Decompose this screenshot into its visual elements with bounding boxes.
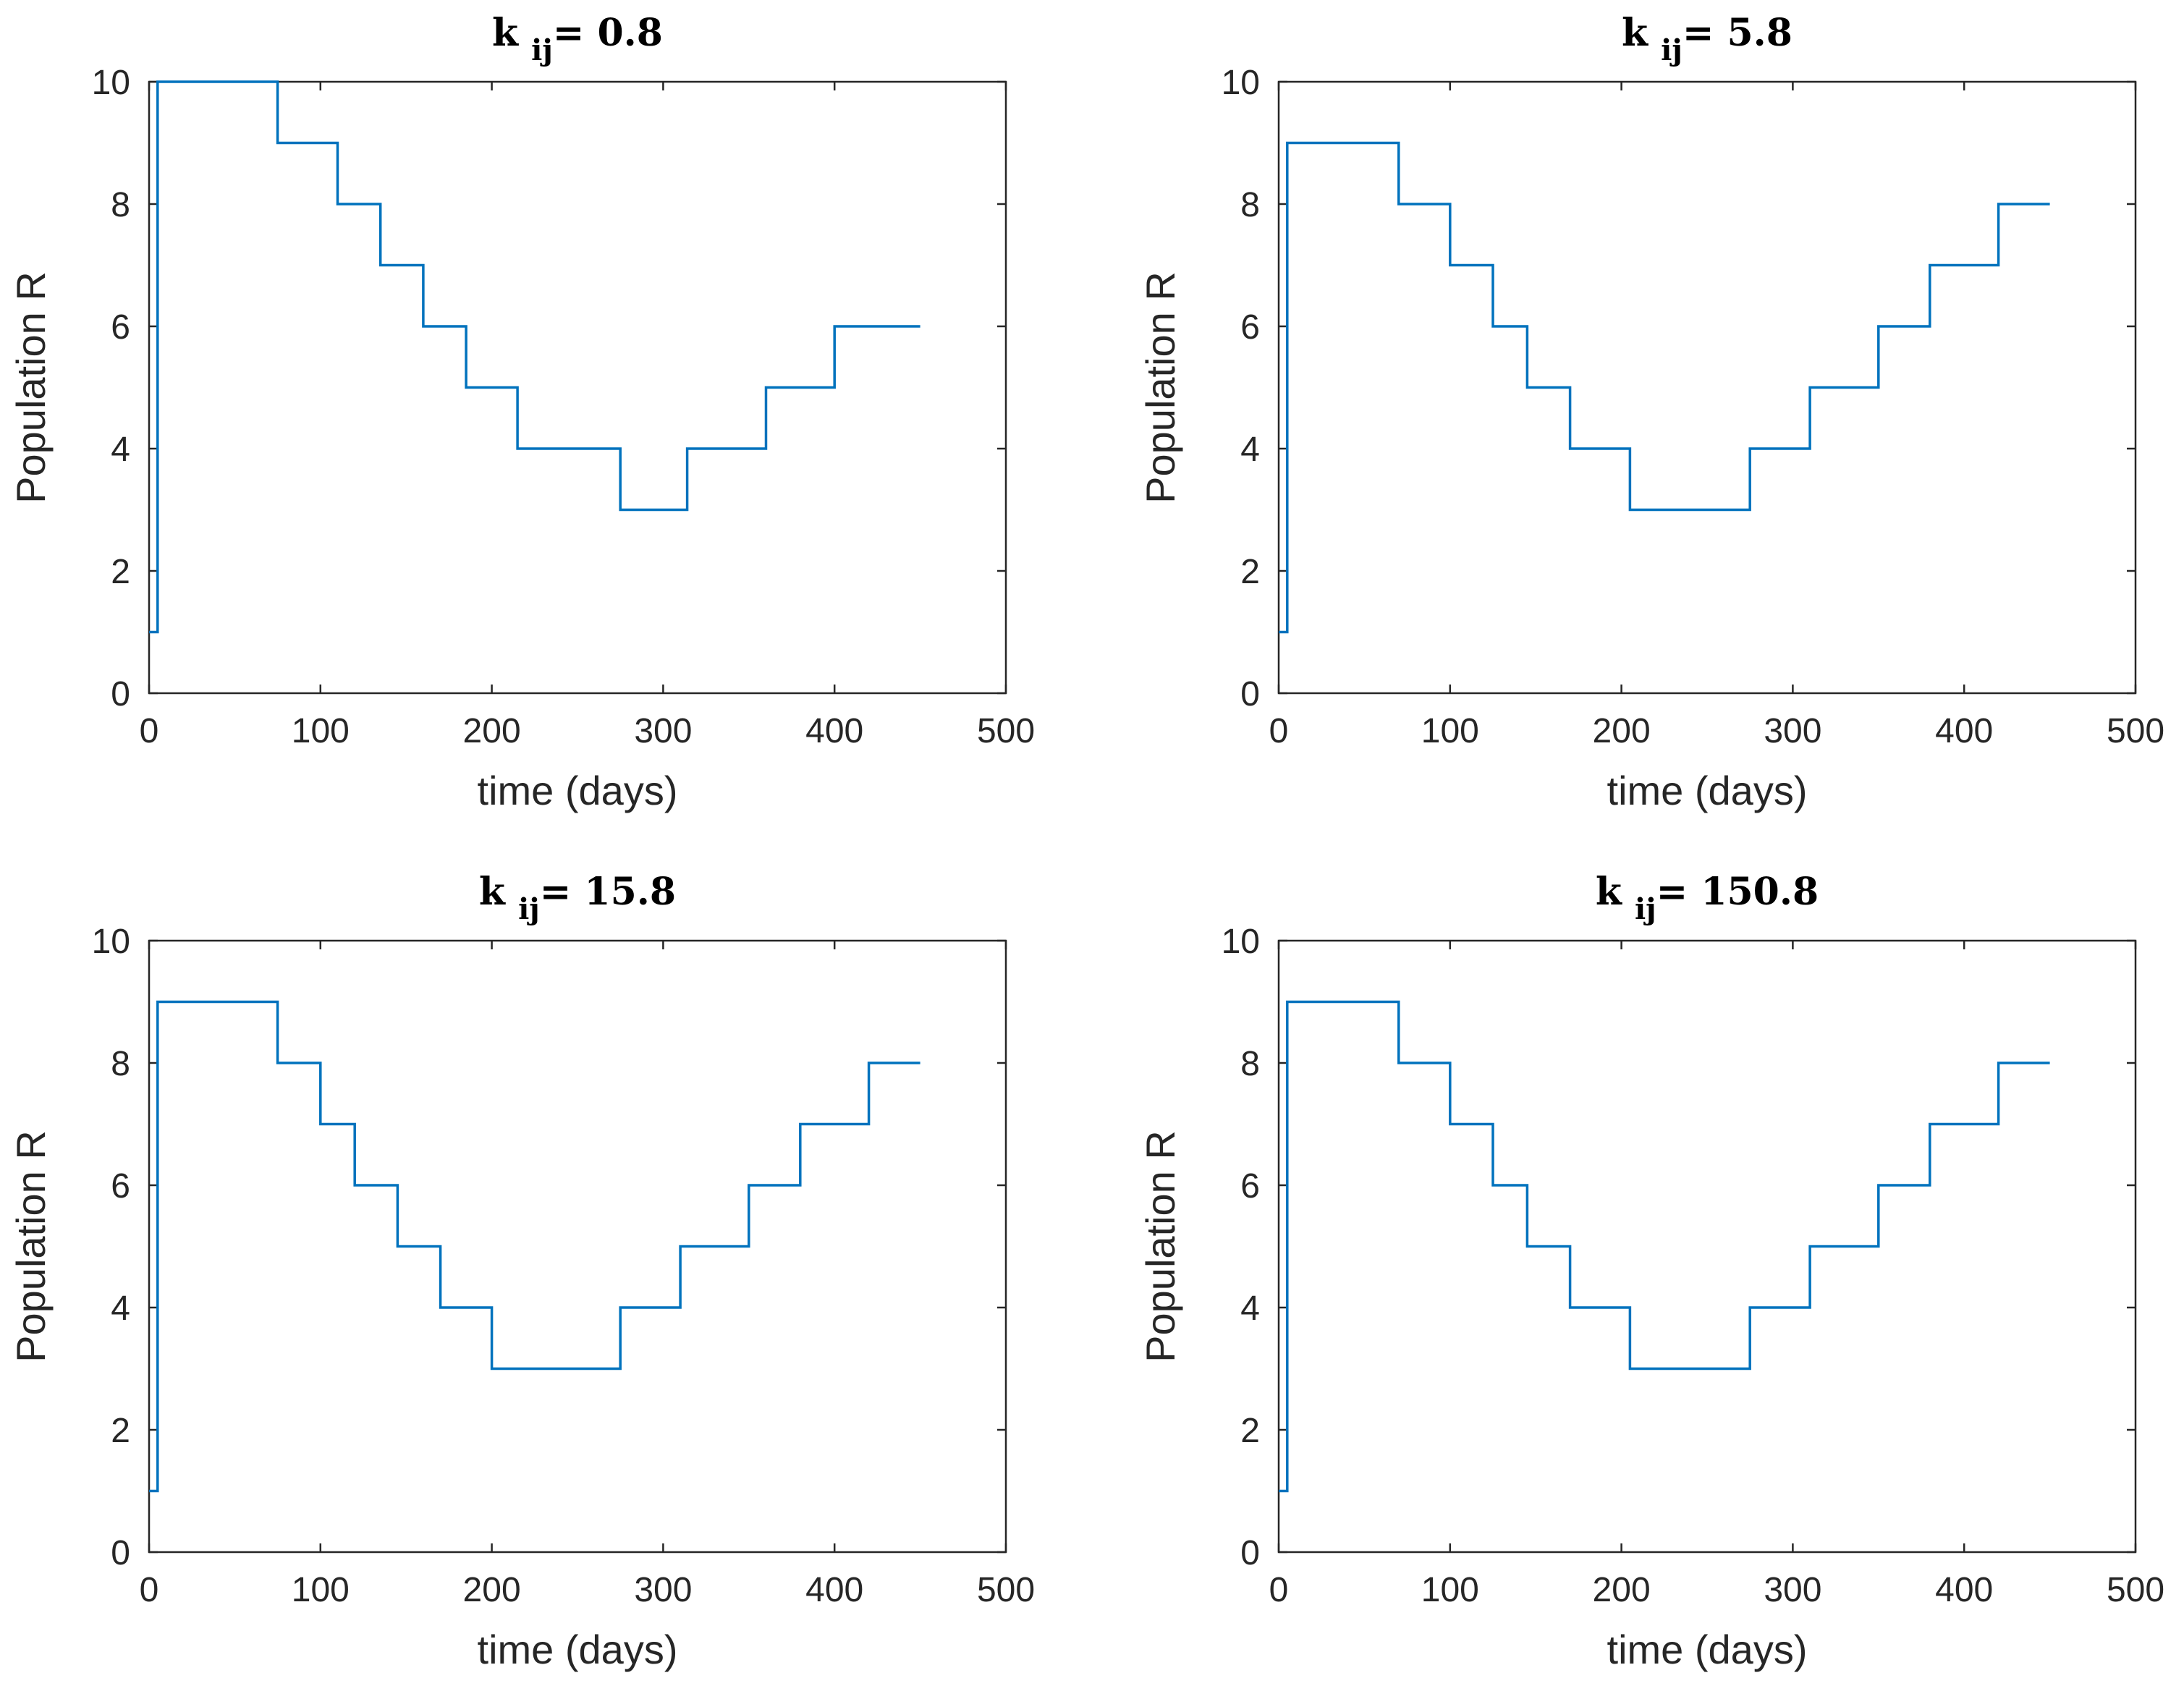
title-value: = 150.8 [1656,870,1819,914]
x-tick-label: 500 [2107,1571,2164,1609]
subplot-1: 0 100 200 300 400 500 0 2 4 6 8 10 time (days) Popula… [8,11,1035,813]
y-tick-label: 8 [111,186,130,224]
x-tick-label: 200 [1593,712,1651,750]
x-tick-label: 300 [1764,1571,1821,1609]
y-tick-label: 0 [1240,675,1260,713]
y-tick-label: 10 [1222,64,1260,102]
x-axis-label: time (days) [478,1627,678,1672]
x-tick-label: 100 [292,1571,350,1609]
title-value: = 0.8 [553,11,663,55]
x-tick-label: 100 [1421,1571,1479,1609]
y-tick-label: 10 [92,923,130,961]
title-symbol: k [1622,11,1661,55]
title-subscript: ij [1635,892,1656,926]
y-tick-label: 10 [1222,923,1260,961]
x-axis-label: time (days) [478,768,678,813]
y-axis-label: Population R [8,1130,54,1363]
y-tick-label: 2 [111,1412,130,1450]
chart-title: k ij= 0.8 [492,11,663,67]
title-value: = 15.8 [540,870,676,914]
x-tick-label: 300 [634,1571,692,1609]
subplot-4: 0 100 200 300 400 500 0 2 4 6 8 10 time (days) Popula… [1138,870,2164,1672]
y-tick-label: 0 [111,1534,130,1572]
axes-frame [148,80,1007,695]
x-tick-label: 100 [1421,712,1479,750]
y-tick-label: 4 [1240,431,1260,469]
y-tick-label: 6 [111,1167,130,1206]
x-tick-label: 300 [634,712,692,750]
y-tick-label: 4 [111,431,130,469]
subplot-3: 0 100 200 300 400 500 0 2 4 6 8 10 time (days) Popula… [8,870,1035,1672]
chart-title: k ij= 5.8 [1622,11,1793,67]
y-tick-label: 4 [111,1289,130,1328]
y-tick-label: 6 [1240,1167,1260,1206]
x-tick-label: 400 [1935,1571,1993,1609]
series-line [149,80,920,634]
x-tick-label: 100 [292,712,350,750]
x-tick-label: 500 [977,712,1035,750]
x-tick-label: 400 [1935,712,1993,750]
x-tick-label: 200 [463,1571,521,1609]
y-axis-label: Population R [8,271,54,504]
x-tick-label: 0 [1269,712,1289,750]
axes-frame [1277,80,2137,695]
chart-title: k ij= 15.8 [479,870,676,926]
y-tick-label: 8 [111,1045,130,1083]
y-axis-label: Population R [1138,271,1183,504]
title-value: = 5.8 [1683,11,1793,55]
axes-frame [1277,939,2137,1554]
x-tick-label: 500 [977,1571,1035,1609]
x-tick-label: 200 [1593,1571,1651,1609]
y-tick-label: 10 [92,64,130,102]
x-tick-label: 400 [805,712,863,750]
y-axis-label: Population R [1138,1130,1183,1363]
subplot-2: 0 100 200 300 400 500 0 2 4 6 8 10 time (days) Popula… [1138,11,2164,813]
y-tick-label: 6 [111,308,130,347]
chart-title: k ij= 150.8 [1596,870,1819,926]
title-subscript: ij [1661,33,1683,67]
series-line [149,1000,920,1493]
axes-frame [148,939,1007,1554]
y-tick-label: 8 [1240,186,1260,224]
series-line [1279,141,2050,634]
series-line [1279,1000,2050,1493]
title-symbol: k [479,870,518,914]
x-axis-label: time (days) [1607,1627,1808,1672]
title-subscript: ij [531,33,553,67]
x-tick-label: 300 [1764,712,1821,750]
title-symbol: k [492,11,531,55]
title-subscript: ij [518,892,540,926]
x-tick-label: 500 [2107,712,2164,750]
title-symbol: k [1596,870,1635,914]
y-tick-label: 2 [1240,553,1260,591]
y-tick-label: 8 [1240,1045,1260,1083]
y-tick-label: 2 [1240,1412,1260,1450]
y-tick-label: 4 [1240,1289,1260,1328]
x-axis-label: time (days) [1607,768,1808,813]
x-tick-label: 400 [805,1571,863,1609]
x-tick-label: 200 [463,712,521,750]
x-tick-label: 0 [140,712,159,750]
y-tick-label: 0 [111,675,130,713]
y-tick-label: 2 [111,553,130,591]
y-tick-label: 0 [1240,1534,1260,1572]
x-tick-label: 0 [1269,1571,1289,1609]
x-tick-label: 0 [140,1571,159,1609]
y-tick-label: 6 [1240,308,1260,347]
